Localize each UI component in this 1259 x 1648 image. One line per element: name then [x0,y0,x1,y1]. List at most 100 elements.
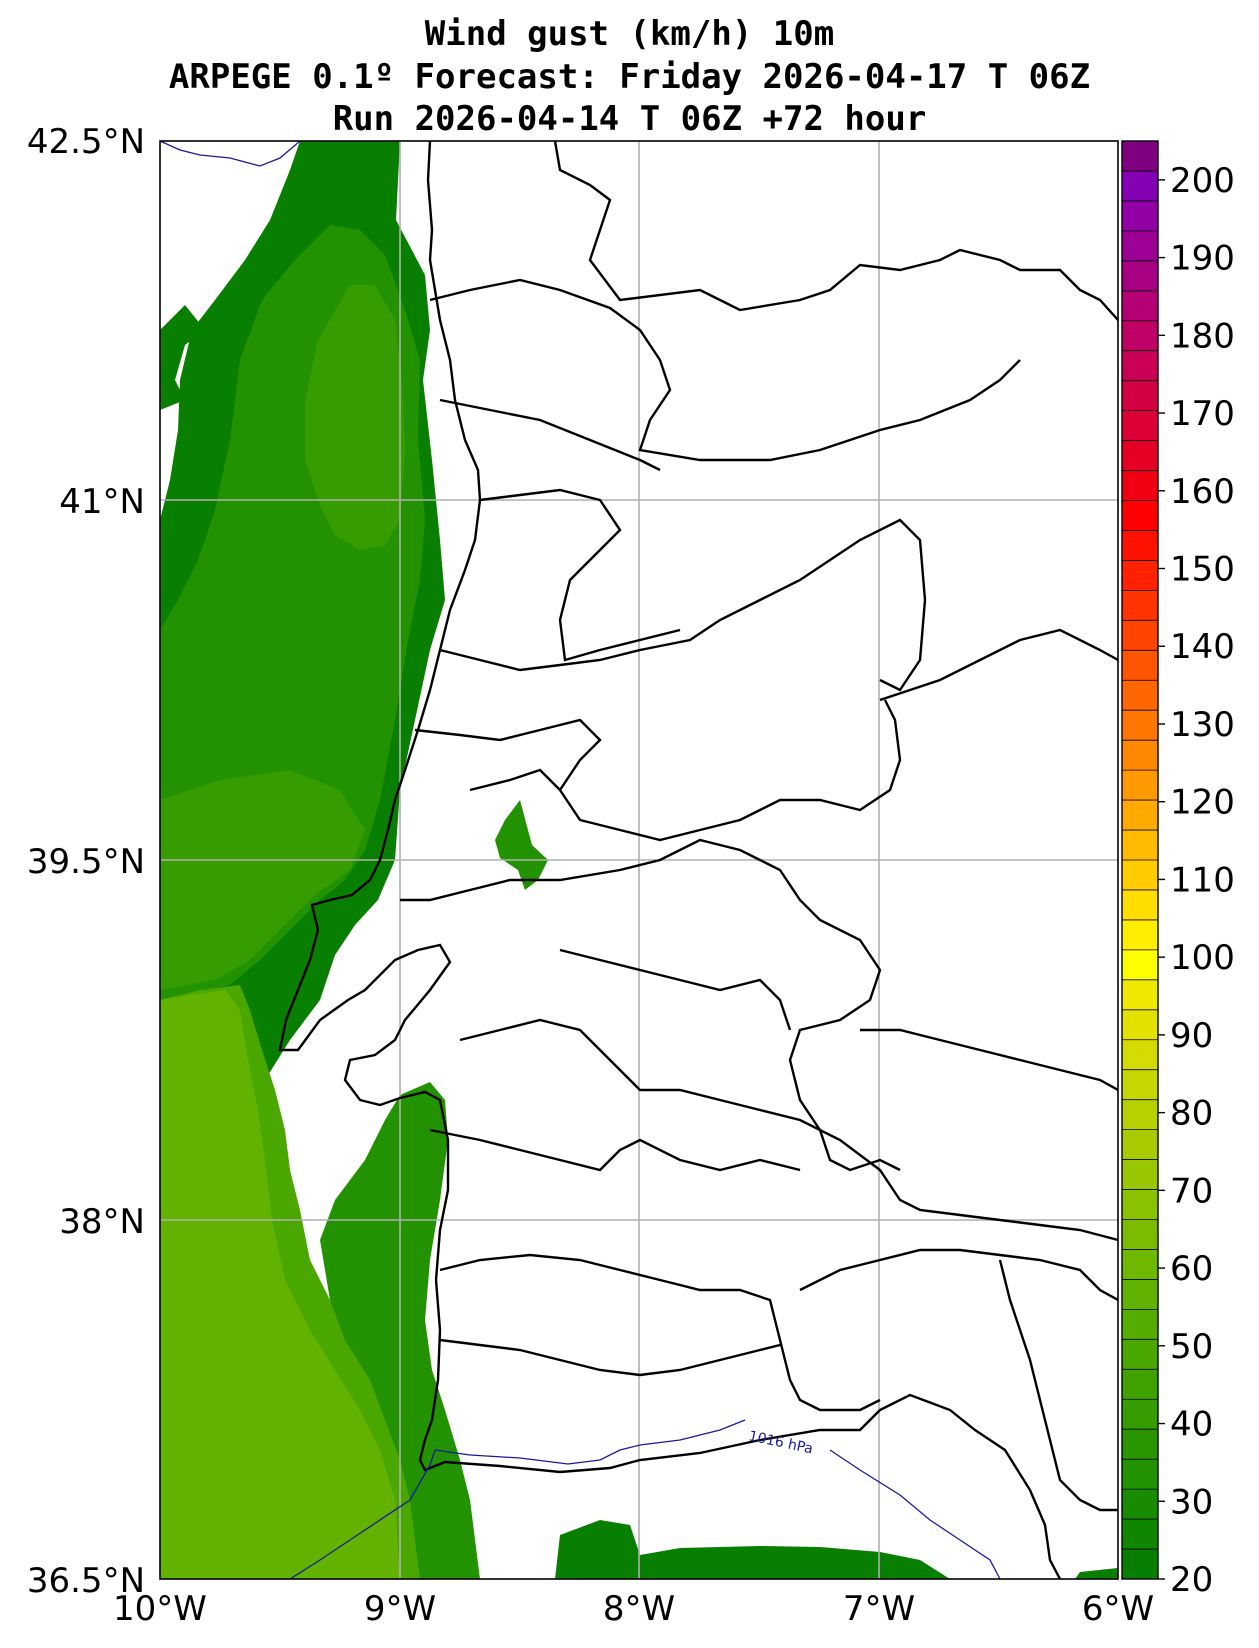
colorbar-swatch [1122,710,1158,741]
lat-label-42-5: 42.5°N [27,122,145,162]
border-internal-7 [469,768,561,792]
colorbar-swatch [1122,1099,1158,1131]
colorbar-swatch [1122,800,1158,831]
colorbar-label: 70 [1170,1171,1213,1211]
isobar-line-south [289,1419,746,1579]
colorbar-labels: 20 30 40 50 60 70 80 90 100 110 120 130 140 150 160 170… [1158,161,1235,1600]
colorbar-swatch [1122,949,1158,981]
colorbar-label: 170 [1170,394,1235,434]
colorbar-label: 60 [1170,1249,1213,1289]
border-internal-6 [879,628,1118,702]
colorbar-swatch [1122,141,1158,172]
colorbar [1121,140,1159,1580]
lon-label-7w: 7°W [843,1589,915,1629]
colorbar-label: 80 [1170,1094,1213,1134]
colorbar-swatch [1122,830,1158,861]
gust-band-20-corner [1075,1568,1118,1579]
chart-title-line-2: ARPEGE 0.1º Forecast: Friday 2026-04-17 … [168,57,1091,97]
colorbar-swatch [1122,590,1158,621]
colorbar-swatch [1122,1459,1158,1490]
border-internal-16 [860,1028,1118,1092]
colorbar-swatch [1122,1519,1158,1550]
colorbar-swatch [1122,380,1158,412]
colorbar-swatch [1122,470,1158,501]
gust-band-35 [305,285,405,550]
colorbar-swatch [1122,1369,1158,1400]
colorbar-label: 100 [1170,938,1235,978]
colorbar-swatch [1122,979,1158,1011]
gust-patch-northwest [160,305,205,410]
colorbar-swatch [1122,290,1158,322]
colorbar-frame [1121,140,1159,1580]
colorbar-swatch [1122,560,1158,591]
gust-band-45 [160,990,400,1579]
colorbar-swatch [1122,1549,1158,1580]
colorbar-swatch [1122,530,1158,561]
border-internal-14 [439,1338,781,1377]
colorbar-swatch [1122,410,1158,442]
colorbar-swatch [1122,320,1158,352]
lat-label-39-5: 39.5°N [27,842,145,882]
colorbar-swatch [1122,500,1158,531]
border-internal-2 [439,398,661,472]
graticule [160,141,1118,1579]
colorbar-label: 30 [1170,1482,1213,1522]
coastline [278,141,1062,1579]
colorbar-swatch [1122,1189,1158,1220]
chart-title-line-3: Run 2026-04-14 T 06Z +72 hour [332,99,927,139]
colorbar-swatch [1122,350,1158,382]
border-internal-1 [429,278,1021,462]
map-frame [159,140,1119,1580]
colorbar-swatch [1122,770,1158,801]
colorbar-swatch [1122,1429,1158,1460]
colorbar-swatch [1122,1159,1158,1191]
border-internal-11 [429,1128,801,1172]
colorbar-swatch [1122,1489,1158,1520]
border-internal-13 [799,1248,1118,1302]
border-internal-10 [459,1018,1118,1242]
colorbar-label: 120 [1170,783,1235,823]
colorbar-swatch [1122,440,1158,472]
colorbar-swatch [1122,1129,1158,1161]
colorbar-label: 20 [1170,1560,1213,1600]
gust-band-35-south [160,770,365,990]
colorbar-label: 110 [1170,860,1235,900]
colorbar-swatch [1122,1279,1158,1310]
colorbar-swatch [1122,1399,1158,1430]
border-internal-3 [479,488,681,662]
colorbar-swatch [1122,1249,1158,1280]
lat-label-36-5: 36.5°N [27,1561,145,1601]
border-internal-12 [439,1253,881,1412]
colorbar-label: 130 [1170,705,1235,745]
lat-label-38: 38°N [59,1202,145,1242]
colorbar-swatch [1122,170,1158,202]
colorbar-swatch [1122,1039,1158,1071]
colorbar-label: 90 [1170,1016,1213,1056]
colorbar-label: 200 [1170,161,1235,201]
colorbar-label: 190 [1170,239,1235,279]
colorbar-swatch [1122,740,1158,771]
colorbar-swatch [1122,1009,1158,1041]
colorbar-swatch [1122,919,1158,951]
colorbar-label: 150 [1170,550,1235,590]
border-internal-9 [559,948,792,1031]
lon-label-6w: 6°W [1082,1589,1154,1629]
colorbar-label: 50 [1170,1327,1213,1367]
isobar-line [160,141,301,167]
border-internal-8 [400,838,901,1172]
colorbar-swatch [1122,1309,1158,1340]
colorbar-swatch [1122,200,1158,232]
colorbar-swatch [1122,620,1158,651]
lat-tick-labels: 42.5°N 41°N 39.5°N 38°N 36.5°N [27,122,145,1601]
isobar-line-southeast [829,1449,1001,1579]
colorbar-label: 180 [1170,316,1235,356]
lat-label-41: 41°N [59,482,145,522]
colorbar-swatch [1122,260,1158,292]
colorbar-label: 160 [1170,472,1235,512]
colorbar-swatch [1122,1339,1158,1370]
lon-label-9w: 9°W [364,1589,436,1629]
lon-tick-labels: 10°W 9°W 8°W 7°W 6°W [113,1589,1154,1629]
colorbar-swatch [1122,680,1158,711]
border-internal-4 [439,518,927,692]
